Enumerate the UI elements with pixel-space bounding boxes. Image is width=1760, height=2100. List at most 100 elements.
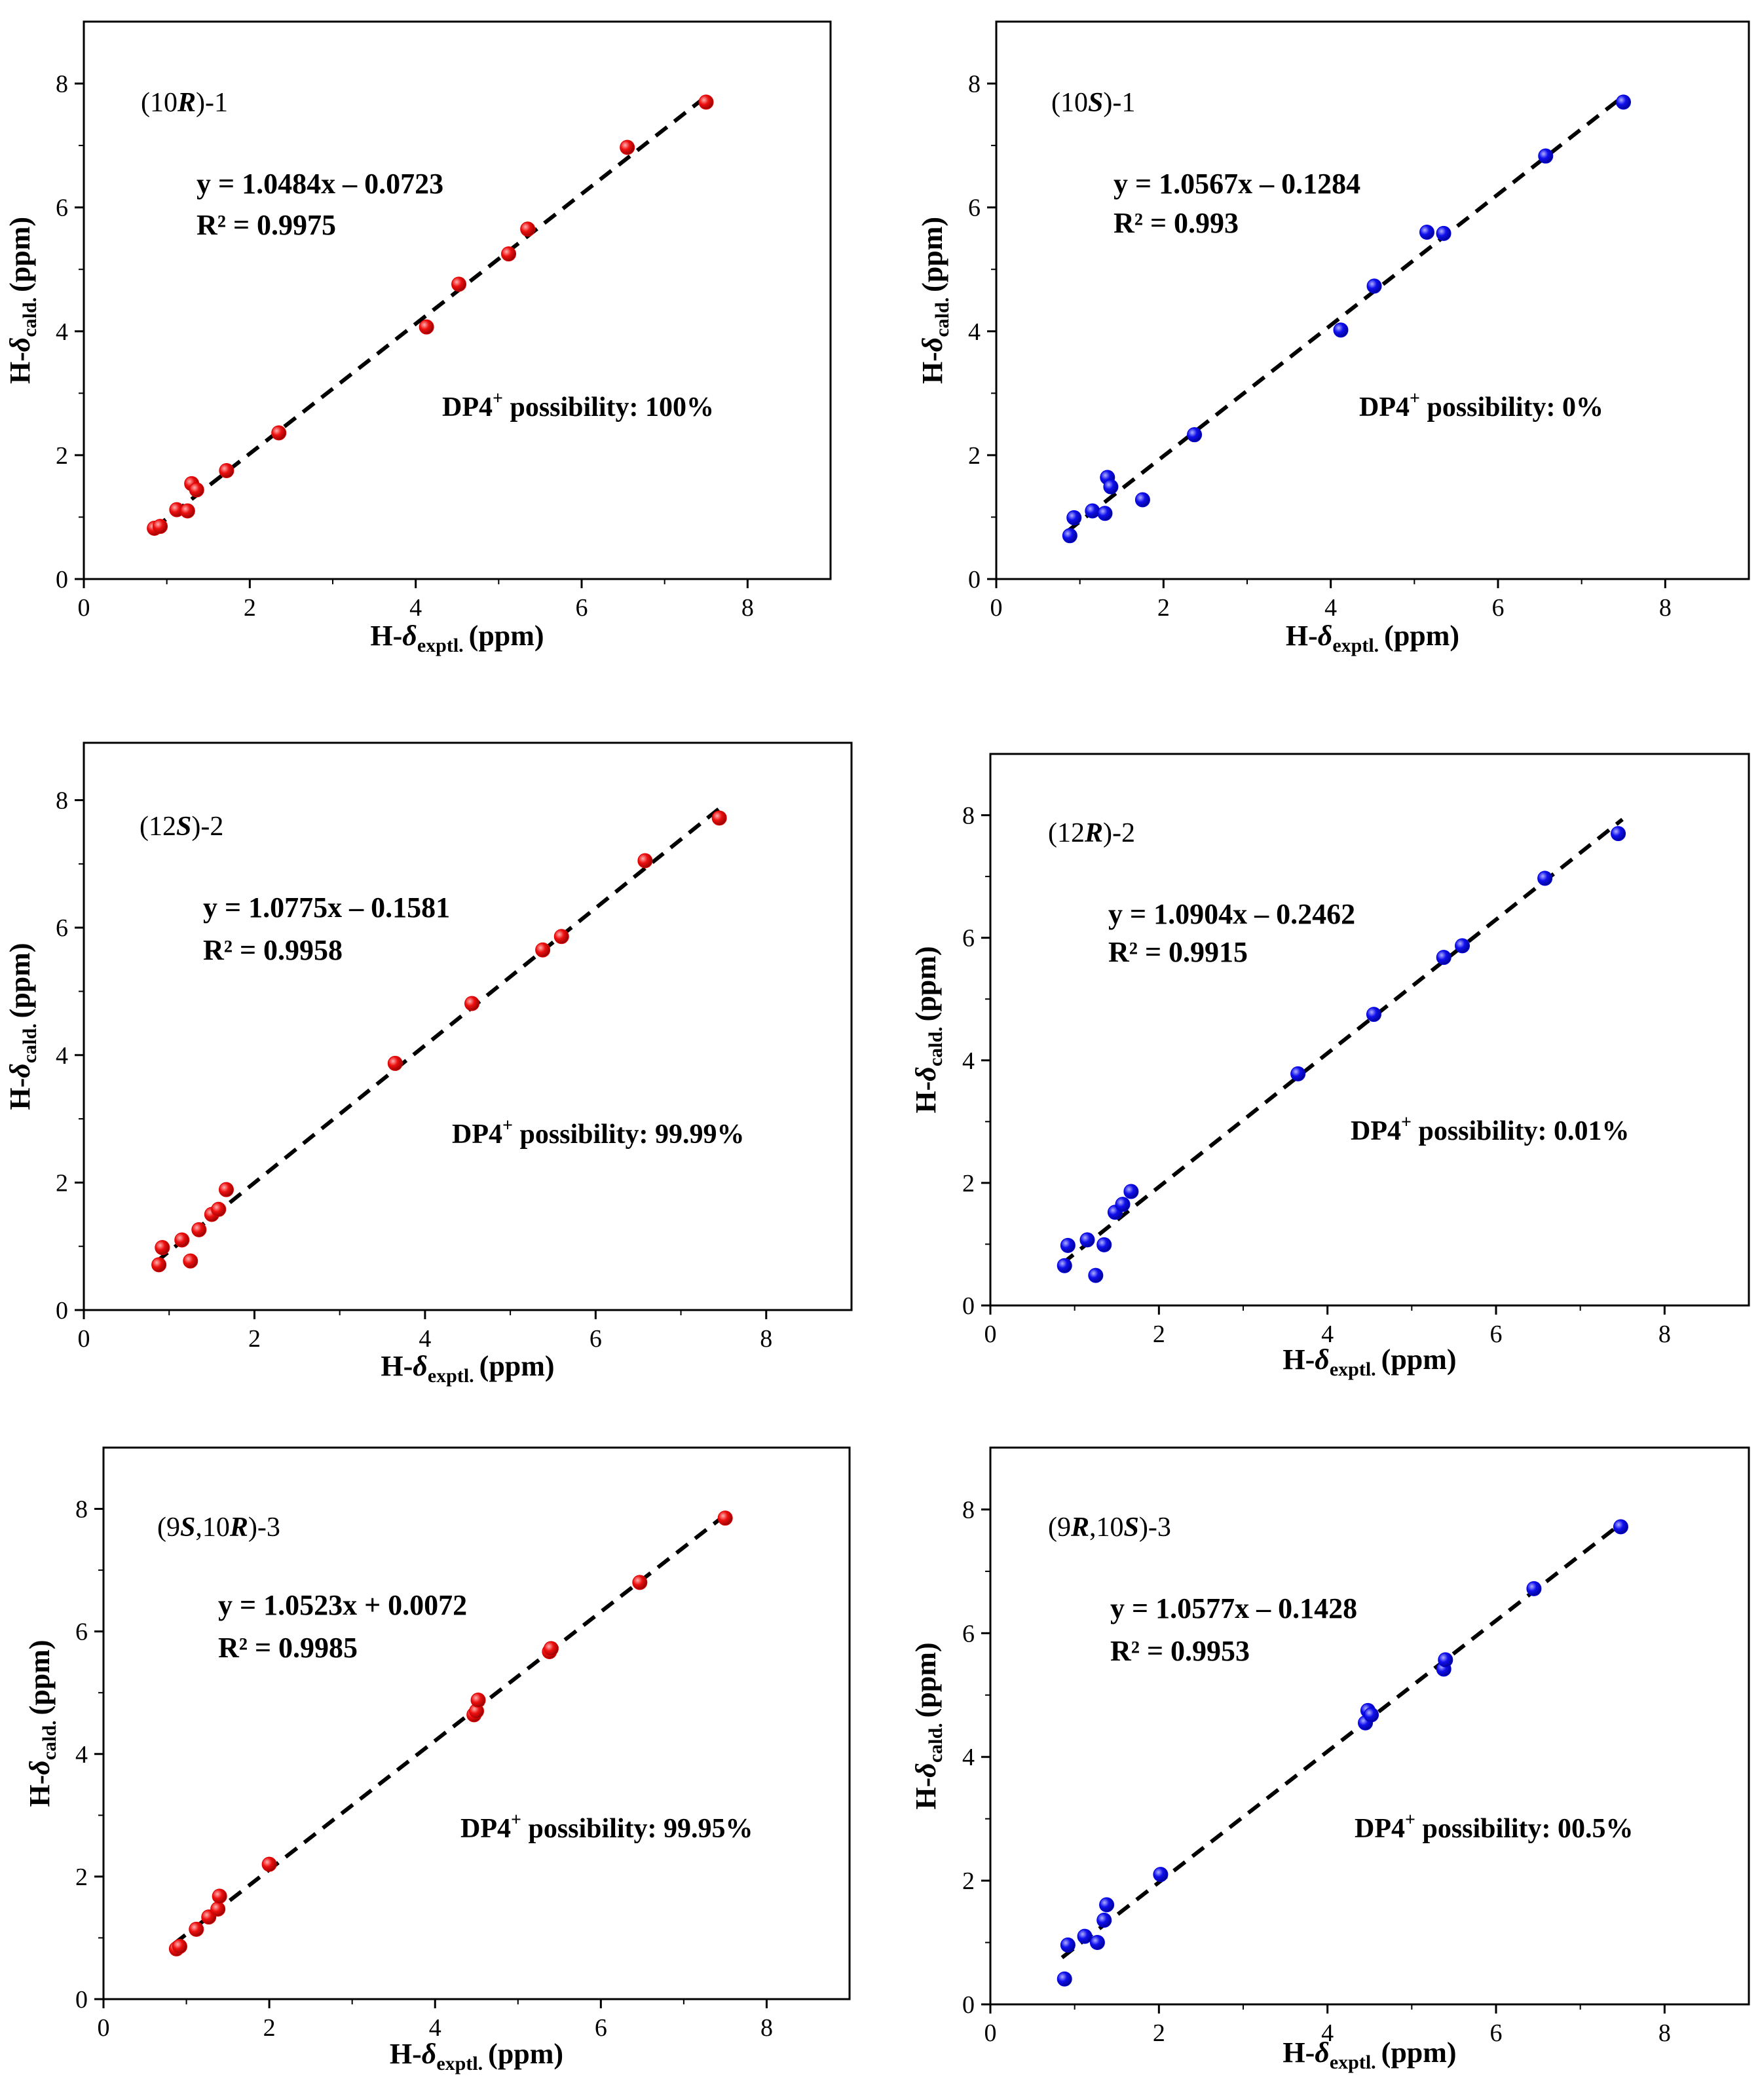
y-tick-label: 6	[968, 195, 981, 222]
data-point	[151, 1257, 167, 1273]
fit-line	[1060, 817, 1624, 1266]
data-point	[1537, 871, 1553, 886]
y-tick-label: 4	[962, 1744, 975, 1771]
data-point	[632, 1575, 648, 1590]
data-point	[1123, 1184, 1139, 1199]
y-tick-label: 8	[962, 1496, 975, 1524]
y-tick-label: 2	[56, 1169, 68, 1197]
data-point	[1366, 1007, 1381, 1022]
x-tick-label: 8	[760, 2014, 773, 2042]
data-point	[1438, 1652, 1453, 1668]
x-tick-label: 4	[1321, 2019, 1334, 2047]
y-tick-label: 0	[75, 1986, 88, 2014]
data-point	[1153, 1867, 1169, 1883]
r-squared: R² = 0.9958	[203, 934, 343, 966]
data-point	[1134, 492, 1150, 508]
chart-panel-p1: 0 2 4 6 8 0 2 4 6 8 H-δexptl. (ppm) H-δcald.(ppm) (10…	[4, 20, 832, 656]
x-tick-label: 6	[595, 2014, 607, 2042]
y-tick-label: 4	[968, 318, 981, 346]
data-point	[271, 425, 287, 441]
fit-line	[153, 94, 707, 530]
y-tick-label: 2	[75, 1864, 88, 1891]
dp4-possibility: DP4+ possibility: 00.5%	[1355, 1810, 1634, 1844]
dp4-possibility: DP4+ possibility: 0%	[1359, 388, 1603, 422]
chart-panel-p5: 0 2 4 6 8 0 2 4 6 8 H-δexptl. (ppm) H-δcald.(ppm) (9S…	[24, 1446, 851, 2074]
data-point	[1077, 1928, 1093, 1944]
fit-line	[1060, 1520, 1624, 1959]
regression-equation: y = 1.0484x – 0.0723	[197, 168, 443, 200]
y-tick-label: 8	[962, 802, 975, 830]
y-tick-label: 2	[962, 1867, 975, 1895]
panel-title: (12S)-2	[140, 812, 223, 842]
x-axis-label: H-δexptl. (ppm)	[1286, 620, 1459, 656]
data-point	[1088, 1267, 1104, 1283]
x-tick-label: 2	[248, 1325, 261, 1353]
plot-frame	[995, 20, 1750, 580]
y-axis-label: H-δcald.(ppm)	[4, 943, 41, 1110]
data-point	[191, 1222, 207, 1237]
panel-title: (10R)-1	[141, 88, 228, 118]
regression-equation: y = 1.0567x – 0.1284	[1114, 168, 1360, 200]
x-tick-label: 0	[98, 2014, 110, 2042]
y-axis-label: H-δcald.(ppm)	[910, 1642, 946, 1809]
data-point	[189, 1921, 204, 1937]
x-tick-label: 0	[78, 594, 90, 622]
y-tick-label: 4	[962, 1047, 975, 1075]
data-point	[520, 221, 536, 237]
data-point	[189, 482, 204, 498]
y-tick-label: 8	[56, 787, 68, 815]
data-point	[464, 996, 480, 1011]
r-squared: R² = 0.9953	[1110, 1635, 1250, 1667]
y-tick-label: 0	[962, 1991, 975, 2019]
data-point	[451, 276, 467, 292]
panel-title: (10S)-1	[1051, 88, 1135, 118]
chart-panel-p2: 0 2 4 6 8 0 2 4 6 8 H-δexptl. (ppm) H-δcald.(ppm) (10…	[916, 20, 1750, 656]
y-tick-label: 6	[56, 914, 68, 942]
y-tick-label: 4	[75, 1741, 88, 1769]
data-point	[1079, 1232, 1095, 1248]
data-point	[1366, 278, 1382, 294]
x-tick-label: 6	[576, 594, 588, 622]
data-point	[1115, 1197, 1131, 1212]
x-tick-label: 8	[741, 594, 754, 622]
data-point	[172, 1939, 187, 1955]
x-tick-label: 4	[1324, 594, 1337, 622]
data-point	[1057, 1971, 1072, 1987]
data-point	[174, 1232, 190, 1248]
data-point	[1085, 503, 1100, 519]
data-point	[212, 1888, 227, 1904]
data-point	[543, 1641, 559, 1657]
data-point	[1062, 528, 1077, 544]
chart-panel-p3: 0 2 4 6 8 0 2 4 6 8 H-δexptl. (ppm) H-δcald.(ppm) (12…	[4, 741, 853, 1387]
y-tick-label: 2	[968, 442, 981, 470]
data-point	[1103, 479, 1119, 495]
data-point	[153, 519, 168, 534]
data-point	[1611, 826, 1626, 842]
plot-frame	[83, 741, 853, 1311]
data-point	[219, 463, 234, 479]
data-point	[553, 929, 569, 945]
y-axis-label: H-δcald.(ppm)	[916, 217, 953, 384]
x-axis-label: H-δexptl. (ppm)	[1283, 1343, 1456, 1380]
r-squared: R² = 0.9915	[1108, 936, 1248, 968]
x-tick-label: 8	[1658, 1321, 1671, 1348]
data-point	[620, 140, 635, 155]
x-tick-label: 2	[1153, 1321, 1165, 1348]
y-axis-label: H-δcald.(ppm)	[4, 217, 41, 384]
chart-panel-p6: 0 2 4 6 8 0 2 4 6 8 H-δexptl. (ppm) H-δcald.(ppm) (9R…	[910, 1446, 1750, 2073]
data-point	[1066, 510, 1082, 525]
data-point	[711, 810, 727, 826]
data-point	[1436, 225, 1451, 241]
y-tick-label: 4	[56, 1042, 68, 1070]
data-point	[1364, 1707, 1379, 1723]
y-axis-label: H-δcald.(ppm)	[24, 1640, 60, 1807]
y-tick-label: 2	[962, 1170, 975, 1197]
x-tick-label: 8	[1658, 2019, 1671, 2047]
data-point	[155, 1240, 170, 1256]
data-point	[1099, 1897, 1115, 1913]
x-tick-label: 4	[1321, 1321, 1334, 1348]
x-tick-label: 0	[984, 1321, 997, 1348]
data-point	[211, 1201, 227, 1217]
data-point	[179, 503, 195, 519]
